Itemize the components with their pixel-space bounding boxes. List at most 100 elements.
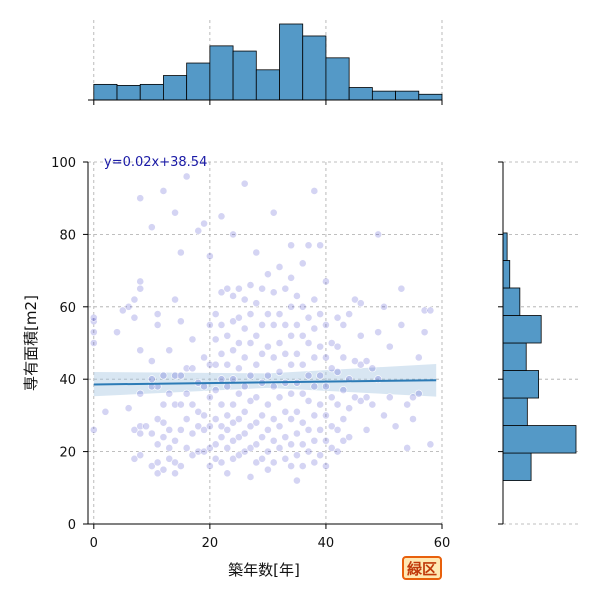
scatter-point	[281, 454, 290, 463]
scatter-point	[159, 465, 168, 474]
scatter-point	[89, 313, 98, 322]
scatter-point	[229, 400, 237, 409]
scatter-point	[89, 425, 98, 434]
scatter-point	[217, 320, 226, 329]
scatter-point	[258, 349, 266, 358]
scatter-point	[414, 353, 423, 362]
scatter-point	[147, 462, 156, 470]
scatter-point	[327, 422, 336, 431]
scatter-point	[293, 292, 301, 300]
scatter-point	[217, 458, 226, 467]
scatter-point	[269, 320, 278, 329]
scatter-point	[362, 357, 371, 365]
scatter-point	[159, 187, 168, 195]
x-tick-label: 60	[434, 536, 451, 551]
scatter-point	[217, 349, 226, 358]
scatter-point	[217, 212, 226, 221]
scatter-point	[293, 451, 301, 460]
scatter-point	[188, 451, 197, 460]
scatter-point	[101, 407, 110, 416]
scatter-point	[217, 375, 226, 384]
scatter-point	[165, 389, 174, 398]
scatter-point	[182, 415, 191, 423]
y-tick-label: 80	[59, 228, 76, 243]
scatter-point	[136, 277, 145, 286]
scatter-point	[200, 219, 208, 228]
scatter-point	[188, 335, 197, 344]
scatter-point	[339, 386, 348, 394]
scatter-point	[223, 284, 232, 293]
scatter-point	[182, 364, 191, 373]
scatter-point	[229, 346, 237, 355]
x-tick-label: 40	[318, 536, 335, 551]
scatter-point	[240, 407, 249, 416]
scatter-point	[159, 371, 168, 380]
scatter-point	[281, 320, 290, 329]
scatter-point	[130, 313, 139, 322]
scatter-point	[136, 194, 145, 203]
scatter-point	[275, 368, 284, 376]
scatter-point	[281, 433, 290, 442]
scatter-point	[176, 317, 185, 326]
y-tick-label: 100	[51, 156, 76, 171]
right-hist-bar	[502, 315, 542, 344]
scatter-point	[310, 382, 319, 391]
scatter-point	[124, 302, 133, 311]
right-hist-bar	[502, 232, 508, 261]
scatter-point	[211, 335, 220, 344]
scatter-point	[229, 230, 237, 239]
scatter-point	[403, 400, 412, 409]
scatter-point	[287, 389, 296, 398]
scatter-point	[397, 320, 406, 329]
scatter-point	[223, 411, 232, 420]
main-ticks: 0 20 40 60 0 20 40 60 80 100	[51, 156, 450, 551]
scatter-point	[345, 310, 354, 318]
scatter-point	[205, 422, 214, 431]
scatter-point	[310, 458, 319, 467]
scatter-point	[258, 454, 266, 463]
scatter-points	[89, 172, 435, 485]
right-hist-bar	[502, 342, 527, 371]
scatter-point	[252, 393, 261, 402]
scatter-point	[171, 400, 179, 409]
scatter-point	[240, 353, 249, 362]
scatter-point	[223, 360, 232, 369]
scatter-point	[176, 425, 185, 434]
scatter-point	[339, 436, 348, 445]
scatter-point	[356, 331, 365, 340]
scatter-point	[293, 476, 301, 485]
scatter-point	[240, 447, 249, 456]
scatter-point	[258, 284, 266, 293]
scatter-point	[147, 223, 156, 232]
scatter-point	[316, 400, 325, 409]
scatter-point	[130, 425, 139, 434]
scatter-point	[281, 407, 290, 416]
top-hist-bar	[163, 75, 188, 101]
scatter-point	[153, 469, 162, 478]
scatter-point	[176, 462, 185, 470]
scatter-point	[171, 208, 179, 217]
scatter-point	[159, 418, 168, 427]
scatter-point	[217, 422, 226, 431]
scatter-point	[287, 331, 296, 340]
scatter-point	[252, 248, 261, 257]
scatter-point	[159, 433, 168, 442]
scatter-point	[368, 364, 377, 373]
scatter-point	[287, 440, 296, 449]
scatter-point	[298, 360, 307, 369]
scatter-point	[269, 288, 278, 297]
scatter-point	[322, 462, 330, 470]
scatter-point	[234, 415, 243, 423]
scatter-point	[159, 400, 168, 409]
scatter-point	[124, 404, 133, 413]
right-histogram	[498, 161, 580, 525]
scatter-point	[269, 382, 278, 391]
scatter-point	[409, 393, 417, 402]
scatter-point	[240, 429, 249, 438]
scatter-point	[275, 339, 284, 347]
scatter-point	[339, 353, 348, 362]
scatter-point	[269, 458, 278, 467]
scatter-point	[304, 447, 313, 456]
scatter-point	[205, 462, 214, 470]
